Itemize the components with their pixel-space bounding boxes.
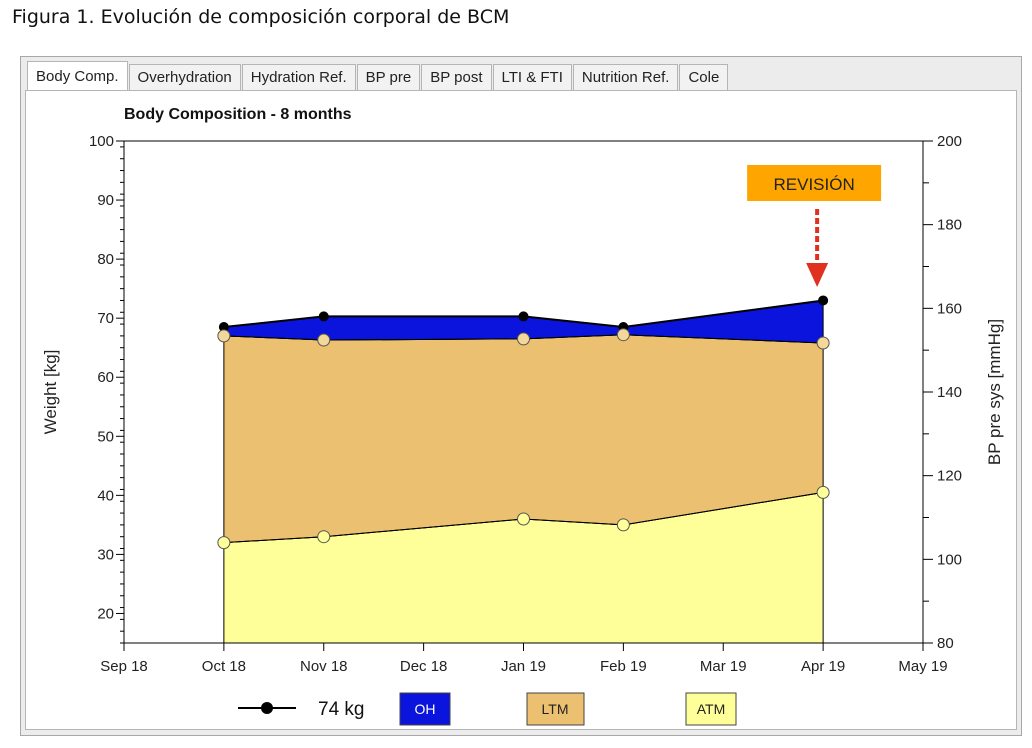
ltm-point-nov-18 [317,333,331,347]
legend-weight-marker [261,702,273,714]
weight-point-oct-18 [218,322,229,333]
ltm-point-oct-18 [217,329,231,343]
x-tick-label-mar-19: Mar 19 [700,658,747,675]
legend-oh-box [399,692,451,726]
tab-nutrition-ref[interactable]: Nutrition Ref. [572,64,679,90]
x-tick-label-feb-19: Feb 19 [600,658,647,675]
y2-tick-label-140: 140 [937,384,962,401]
tab-bp-pre[interactable]: BP pre [356,64,421,90]
legend-ltm-box [526,692,585,726]
x-tick-label-dec-18: Dec 18 [400,658,448,675]
y2-axis-title: BP pre sys [mmHg] [985,319,1004,465]
y-tick-label-50: 50 [97,428,114,445]
y-tick-label-30: 30 [97,546,114,563]
x-tick-label-nov-18: Nov 18 [300,658,348,675]
area-layers [223,299,824,644]
legend-atm-label: ATM [697,701,726,717]
legend: 74 kg OH LTM ATM [238,692,737,726]
revision-box [747,165,882,201]
tab-strip: Body Comp. Overhydration Hydration Ref. … [27,61,729,91]
revision-arrow-head [806,263,829,287]
chart-panel: Body Composition - 8 months 20 30 40 50 60 70… [25,90,1017,730]
tab-body-comp[interactable]: Body Comp. [27,61,128,91]
weight-point-jan-19 [518,311,529,322]
tab-cole[interactable]: Cole [679,64,729,90]
figure-caption: Figura 1. Evolución de composición corpo… [12,6,510,28]
x-tick-label-may-19: May 19 [898,658,947,675]
revision-label: REVISIÓN [774,175,855,194]
y-tick-label-100: 100 [89,133,114,150]
y-tick-label-90: 90 [97,192,114,209]
ltm-point-feb-19 [616,328,630,342]
atm-point-apr-19 [816,485,830,499]
y2-tick-label-160: 160 [937,300,962,317]
tab-bp-post[interactable]: BP post [421,64,492,90]
weight-point-nov-18 [318,311,329,322]
revision-annotation: REVISIÓN [747,165,882,287]
atm-point-oct-18 [217,536,231,550]
y2-tick-label-180: 180 [937,217,962,234]
ltm-point-apr-19 [816,336,830,350]
body-composition-chart: Body Composition - 8 months 20 30 40 50 60 70… [41,106,1004,726]
x-tick-label-jan-19: Jan 19 [501,658,546,675]
legend-ltm-label: LTM [542,701,569,717]
tab-lti-fti[interactable]: LTI & FTI [492,64,572,90]
series-markers [217,295,830,550]
atm-point-nov-18 [317,530,331,544]
tab-hydration-ref[interactable]: Hydration Ref. [241,64,356,90]
atm-point-jan-19 [517,512,530,526]
y-tick-label-80: 80 [97,251,114,268]
y2-tick-label-80: 80 [937,635,954,652]
app-window: Body Comp. Overhydration Hydration Ref. … [20,56,1022,736]
tab-overhydration[interactable]: Overhydration [128,64,241,90]
y2-tick-label-200: 200 [937,133,962,150]
y-tick-label-70: 70 [97,310,114,327]
y-tick-label-60: 60 [97,369,114,386]
legend-atm-box [685,692,737,726]
y2-tick-label-100: 100 [937,551,962,568]
chart-title: Body Composition - 8 months [124,106,352,123]
axes: 20 30 40 50 60 70 80 90 100 80 100 120 140 160 180 200 S… [89,133,962,675]
legend-weight-label: 74 kg [318,699,364,720]
y-tick-label-40: 40 [97,487,114,504]
weight-point-apr-19 [818,295,829,306]
x-tick-label-apr-19: Apr 19 [801,658,845,675]
ltm-point-jan-19 [517,332,530,346]
x-tick-label-oct-18: Oct 18 [202,658,246,675]
atm-point-feb-19 [616,518,630,532]
y-axis-title: Weight [kg] [41,350,60,435]
y2-tick-label-120: 120 [937,468,962,485]
y-tick-label-20: 20 [97,605,114,622]
legend-oh-label: OH [415,701,436,717]
x-tick-label-sep-18: Sep 18 [100,658,148,675]
